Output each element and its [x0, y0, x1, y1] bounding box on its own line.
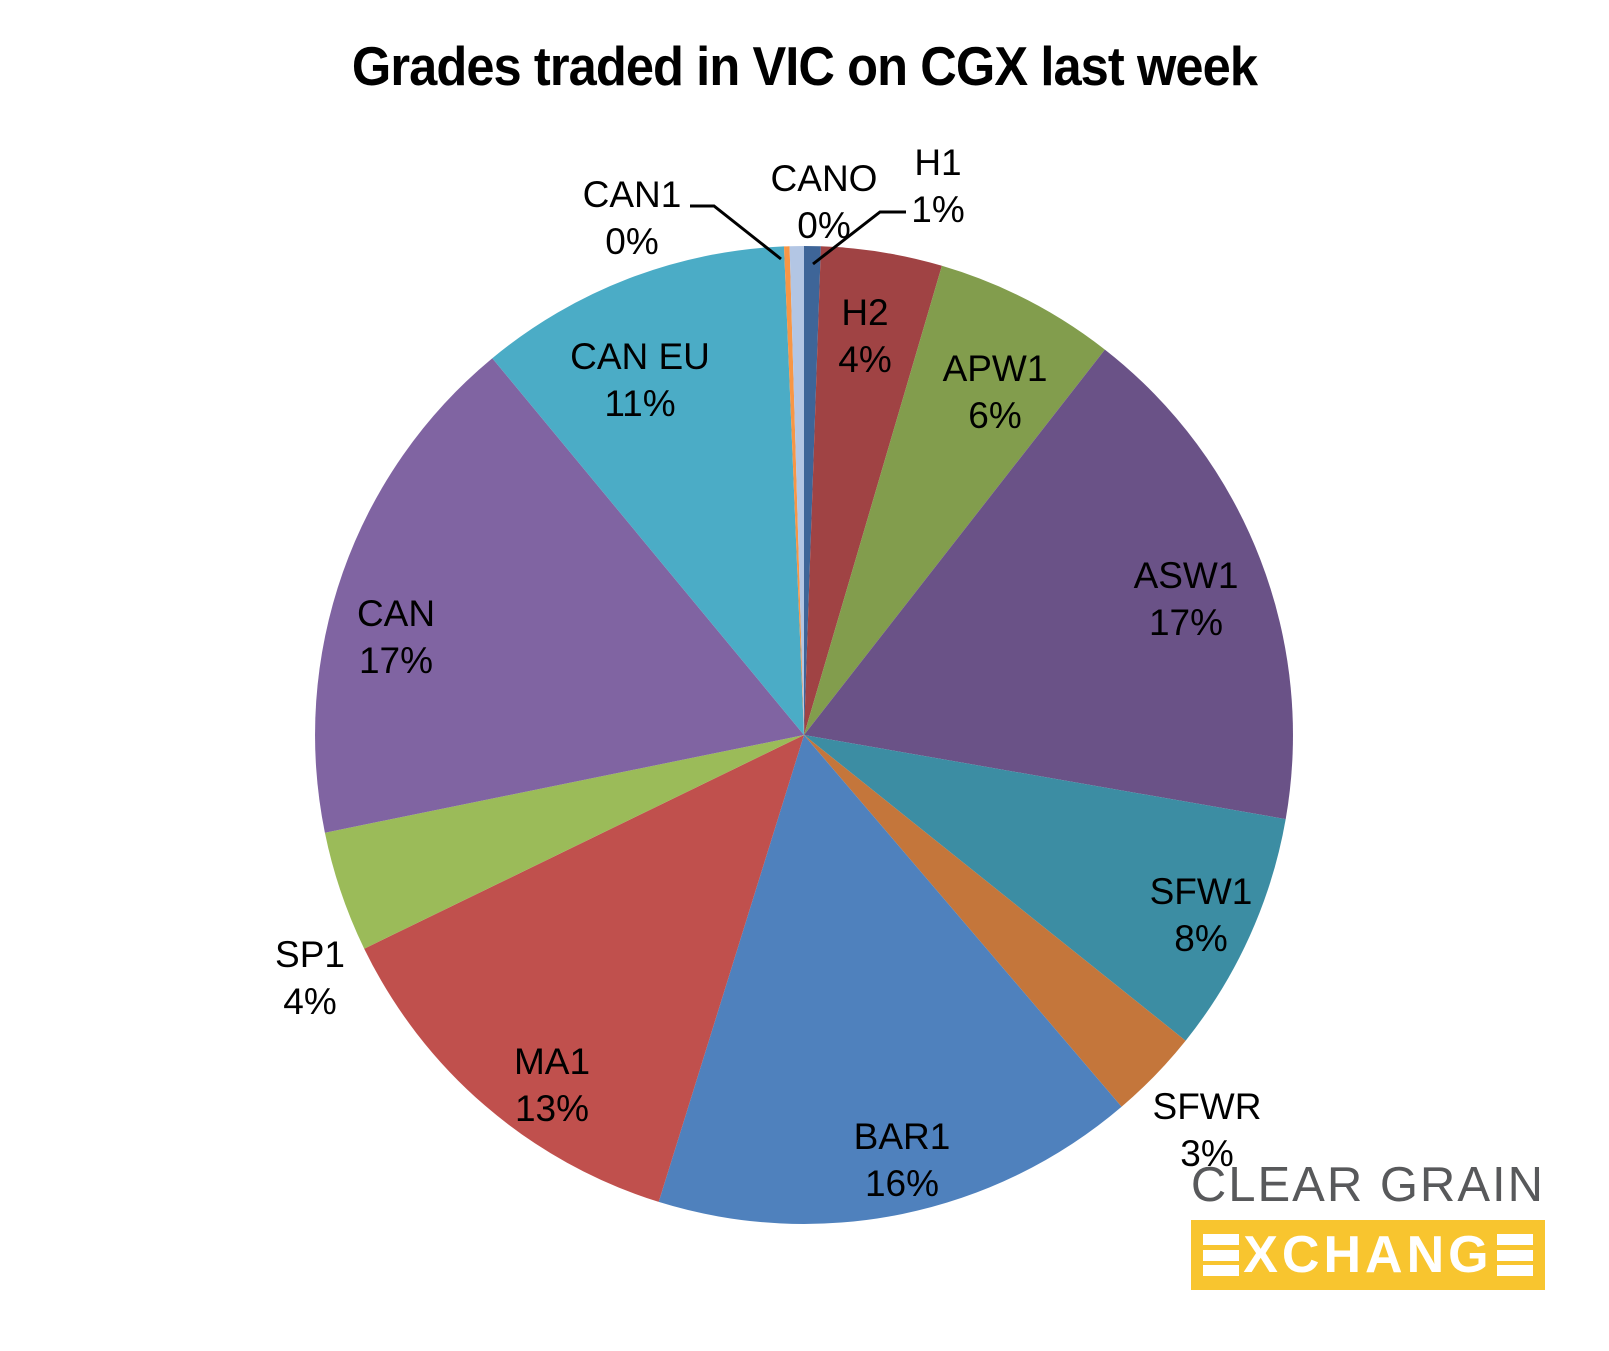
pie-slice-asw1	[804, 349, 1293, 820]
pie-slice-sfwr	[804, 735, 1186, 1107]
cgx-logo: CLEAR GRAIN XCHANG	[1190, 1158, 1545, 1290]
pie-slice-can-eu	[492, 246, 804, 735]
logo-clear-grain: CLEAR GRAIN	[1190, 1158, 1545, 1212]
leader-line-h1	[812, 210, 906, 266]
leader-line-can1	[690, 204, 782, 261]
pie-slice-ma1	[364, 735, 804, 1202]
pie-slice-can	[315, 358, 804, 833]
logo-stylized-e-left-icon	[1202, 1234, 1239, 1276]
pie-slice-bar1	[658, 735, 1122, 1224]
pie-slice-sfw1	[804, 735, 1286, 1041]
logo-exchange-band: XCHANG	[1190, 1220, 1545, 1290]
logo-stylized-e-right-icon	[1497, 1234, 1533, 1276]
pie-slice-cano	[789, 245, 804, 735]
logo-exchange-text: XCHANG	[1243, 1226, 1493, 1284]
pie-slice-can1	[784, 246, 804, 735]
chart-title: Grades traded in VIC on CGX last week	[351, 35, 1258, 97]
pie-slice-apw1	[804, 265, 1105, 735]
pie-slices	[315, 245, 1293, 1224]
pie-slice-sp1	[324, 735, 804, 949]
pie-slice-h2	[804, 246, 942, 736]
pie-slice-h1	[804, 246, 821, 735]
